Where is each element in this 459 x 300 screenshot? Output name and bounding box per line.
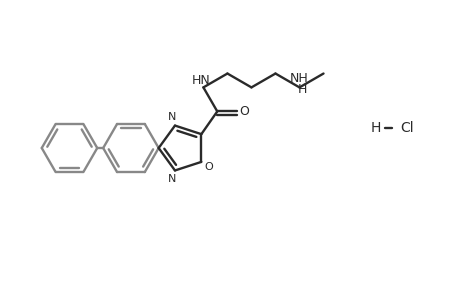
Text: H: H	[297, 83, 307, 96]
Text: O: O	[239, 105, 249, 118]
Text: N: N	[168, 112, 176, 122]
Text: H: H	[369, 121, 380, 135]
Text: HN: HN	[191, 74, 210, 87]
Text: O: O	[204, 162, 213, 172]
Text: N: N	[168, 174, 176, 184]
Text: Cl: Cl	[399, 121, 413, 135]
Text: NH: NH	[290, 72, 308, 85]
